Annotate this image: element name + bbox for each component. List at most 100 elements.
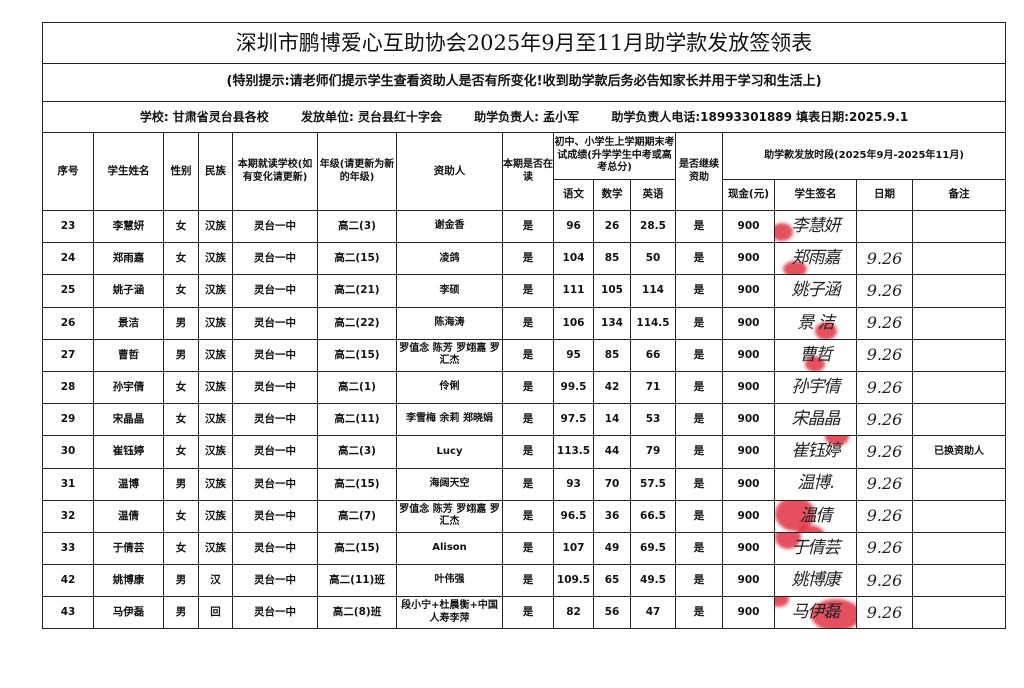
cell-grade: 高二(1) xyxy=(317,370,397,405)
cell-school: 灵台一中 xyxy=(232,370,318,405)
cell-chinese: 96.5 xyxy=(553,499,594,533)
issuer-info: 发放单位: 灵台县红十字会 xyxy=(301,109,442,124)
header-sponsor: 资助人 xyxy=(396,132,503,211)
cell-ethnicity: 汉族 xyxy=(198,370,233,405)
cell-enrolled: 是 xyxy=(502,370,554,405)
student-signature: 崔钰婷 xyxy=(774,435,857,469)
cell-enrolled: 是 xyxy=(502,499,554,533)
cell-sponsor: 谢金香 xyxy=(396,209,503,244)
table-row: 24 郑雨嘉女汉族 灵台一中 高二(15) 凌鸽是 104 85 50 是 900 郑雨嘉 9.26 xyxy=(42,242,1007,276)
cell-no: 29 xyxy=(42,403,94,437)
signature-text: 姚博康 xyxy=(791,570,841,591)
cell-enrolled: 是 xyxy=(502,403,554,437)
cell-school: 灵台一中 xyxy=(232,596,318,630)
cell-ethnicity: 汉族 xyxy=(198,403,233,437)
cell-chinese: 97.5 xyxy=(553,403,594,437)
header-period: 助学款发放时段(2025年9月-2025年11月) xyxy=(721,132,1007,180)
cell-date: 9.26 xyxy=(856,338,913,372)
cell-date: 9.26 xyxy=(856,499,913,533)
student-signature: 曹哲 xyxy=(774,338,857,372)
signature-text: 马伊磊 xyxy=(791,602,841,623)
cell-continue: 是 xyxy=(675,306,723,340)
cell-chinese: 82 xyxy=(553,596,594,630)
cell-cash: 900 xyxy=(722,209,775,244)
cell-math: 14 xyxy=(593,403,631,437)
cell-grade: 高二(15) xyxy=(317,531,397,566)
cell-ethnicity: 汉族 xyxy=(198,338,233,372)
cell-ethnicity: 汉族 xyxy=(198,467,233,501)
cell-math: 44 xyxy=(593,435,631,469)
cell-ethnicity: 汉 xyxy=(198,564,233,598)
cell-math: 70 xyxy=(593,467,631,501)
table-row: 32 温倩女汉族 灵台一中 高二(7) 罗值念 陈芳 罗翊嘉 罗汇杰是 96.5 36 66.… xyxy=(42,499,1007,533)
cell-enrolled: 是 xyxy=(502,338,554,372)
cell-no: 31 xyxy=(42,467,94,501)
cell-ethnicity: 汉族 xyxy=(198,499,233,533)
header-cash: 现金(元) xyxy=(722,179,775,211)
cell-chinese: 99.5 xyxy=(553,370,594,405)
cell-school: 灵台一中 xyxy=(232,209,318,244)
sign-off-sheet: 深圳市鹏博爱心互助协会2025年9月至11月助学款发放签领表 (特别提示:请老师… xyxy=(41,22,1007,630)
table-row: 23 李慧妍女汉族 灵台一中 高二(3) 谢金香是 96 26 28.5 是 900 李慧妍 xyxy=(42,209,1007,244)
header-no: 序号 xyxy=(42,132,94,211)
signature-text: 温博. xyxy=(797,473,834,494)
cell-name: 崔钰婷 xyxy=(93,435,164,469)
cell-no: 26 xyxy=(42,306,94,340)
cell-english: 47 xyxy=(630,596,676,630)
header-scores: 初中、小学生上学期期末考试成绩(升学学生中考或高考总分) xyxy=(553,132,676,180)
cell-grade: 高二(3) xyxy=(317,435,397,469)
cell-cash: 900 xyxy=(722,242,775,276)
cell-name: 宋晶晶 xyxy=(93,403,164,437)
cell-sponsor: 罗值念 陈芳 罗翊嘉 罗汇杰 xyxy=(396,338,503,372)
header-remark: 备注 xyxy=(911,179,1007,211)
cell-continue: 是 xyxy=(675,370,723,405)
cell-english: 49.5 xyxy=(630,564,676,598)
cell-remark xyxy=(911,403,1007,437)
cell-ethnicity: 回 xyxy=(198,596,233,630)
cell-chinese: 106 xyxy=(553,306,594,340)
cell-remark xyxy=(911,370,1007,405)
cell-date: 9.26 xyxy=(856,403,913,437)
cell-grade: 高二(8)班 xyxy=(317,596,397,630)
signature-text: 孙宇倩 xyxy=(791,376,841,397)
cell-english: 114.5 xyxy=(630,306,676,340)
cell-cash: 900 xyxy=(722,338,775,372)
cell-continue: 是 xyxy=(675,338,723,372)
cell-name: 郑雨嘉 xyxy=(93,242,164,276)
cell-name: 温博 xyxy=(93,467,164,501)
student-signature: 孙宇倩 xyxy=(774,370,857,405)
cell-english: 57.5 xyxy=(630,467,676,501)
cell-date: 9.26 xyxy=(856,370,913,405)
signature-text: 崔钰婷 xyxy=(791,441,841,462)
cell-chinese: 93 xyxy=(553,467,594,501)
cell-no: 43 xyxy=(42,596,94,630)
cell-grade: 高二(21) xyxy=(317,274,397,308)
cell-continue: 是 xyxy=(675,596,723,630)
cell-school: 灵台一中 xyxy=(232,242,318,276)
cell-name: 孙宇倩 xyxy=(93,370,164,405)
cell-ethnicity: 汉族 xyxy=(198,306,233,340)
cell-date xyxy=(856,209,913,244)
cell-chinese: 96 xyxy=(553,209,594,244)
cell-gender: 女 xyxy=(163,209,199,244)
school-info: 学校: 甘肃省灵台县各校 xyxy=(139,109,269,124)
cell-math: 134 xyxy=(593,306,631,340)
student-signature: 姚子涵 xyxy=(774,274,857,308)
header-name: 学生姓名 xyxy=(93,132,164,211)
student-signature: 温博. xyxy=(774,467,857,501)
cell-math: 85 xyxy=(593,242,631,276)
cell-name: 马伊磊 xyxy=(93,596,164,630)
cell-enrolled: 是 xyxy=(502,564,554,598)
cell-name: 姚博康 xyxy=(93,564,164,598)
cell-english: 53 xyxy=(630,403,676,437)
cell-enrolled: 是 xyxy=(502,274,554,308)
cell-remark xyxy=(911,499,1007,533)
cell-date: 9.26 xyxy=(856,435,913,469)
cell-cash: 900 xyxy=(722,596,775,630)
cell-math: 65 xyxy=(593,564,631,598)
cell-math: 56 xyxy=(593,596,631,630)
cell-gender: 男 xyxy=(163,467,199,501)
cell-no: 30 xyxy=(42,435,94,469)
cell-grade: 高二(15) xyxy=(317,242,397,276)
table-row: 43 马伊磊男回灵台一中 高二(8)班 段小宁+杜晨衡+中国人寿李萍是 82 56 47 是 9… xyxy=(42,596,1007,630)
